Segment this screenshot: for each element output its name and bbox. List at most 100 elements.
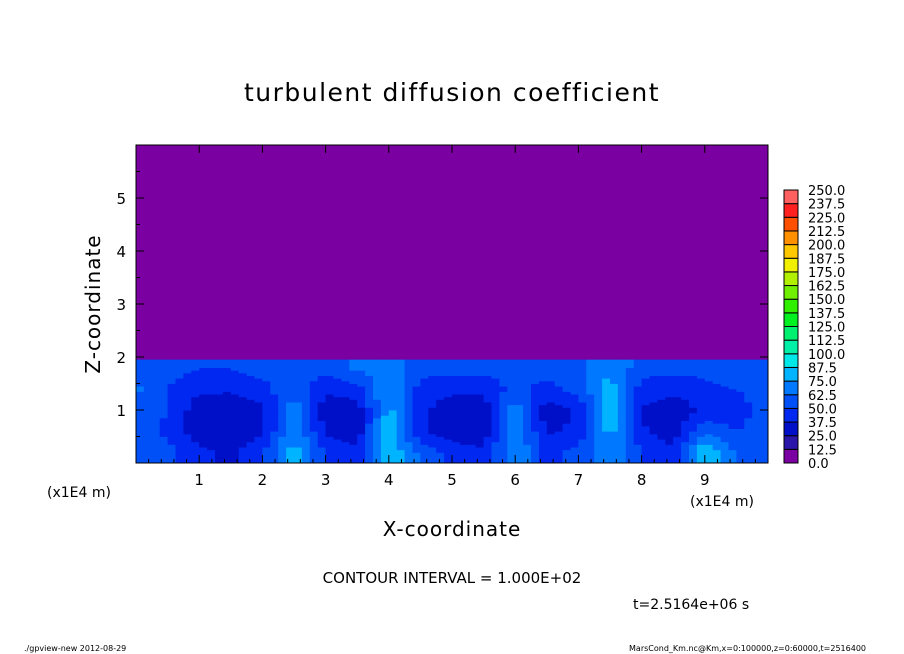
heatmap-cell — [491, 428, 500, 432]
heatmap-cell — [222, 431, 232, 435]
heatmap-cell — [159, 428, 168, 432]
heatmap-cell — [199, 383, 208, 387]
heatmap-cell — [570, 415, 579, 419]
heatmap-cell — [151, 362, 161, 366]
heatmap-cell — [752, 362, 761, 366]
heatmap-cell — [673, 460, 682, 464]
heatmap-cell — [649, 460, 658, 464]
heatmap-cell — [325, 412, 334, 416]
heatmap-cell — [207, 420, 216, 424]
heatmap-cell — [689, 359, 698, 363]
heatmap-cell — [388, 383, 398, 387]
heatmap-cell — [562, 439, 571, 443]
heatmap-cell — [341, 431, 350, 435]
heatmap-cell — [317, 449, 326, 453]
heatmap-cell — [349, 394, 358, 398]
heatmap-cell — [254, 372, 263, 376]
heatmap-cell — [704, 431, 714, 435]
heatmap-cell — [301, 383, 311, 387]
heatmap-cell — [270, 449, 279, 453]
heatmap-cell — [309, 452, 319, 456]
heatmap-cell — [673, 420, 682, 424]
heatmap-cell — [594, 410, 603, 414]
heatmap-cell — [270, 423, 279, 427]
heatmap-cell — [649, 410, 658, 414]
heatmap-cell — [325, 394, 334, 398]
heatmap-cell — [380, 410, 390, 414]
heatmap-cell — [720, 378, 729, 382]
heatmap-cell — [673, 431, 682, 435]
heatmap-cell — [207, 404, 216, 408]
heatmap-cell — [546, 364, 556, 368]
heatmap-cell — [207, 380, 216, 384]
heatmap-cell — [689, 428, 698, 432]
heatmap-cell — [452, 447, 461, 451]
heatmap-cell — [151, 428, 161, 432]
heatmap-cell — [349, 367, 358, 371]
heatmap-cell — [143, 417, 153, 421]
heatmap-cell — [586, 447, 595, 451]
heatmap-cell — [270, 407, 279, 411]
heatmap-cell — [420, 402, 429, 406]
heatmap-cell — [238, 441, 247, 445]
heatmap-cell — [483, 420, 492, 424]
heatmap-cell — [309, 370, 319, 374]
heatmap-cell — [143, 431, 153, 435]
heatmap-cell — [254, 444, 263, 448]
heatmap-cell — [365, 388, 374, 392]
heatmap-cell — [238, 364, 247, 368]
heatmap-cell — [744, 362, 753, 366]
heatmap-cell — [546, 457, 556, 461]
heatmap-cell — [207, 388, 216, 392]
heatmap-cell — [199, 364, 208, 368]
heatmap-cell — [617, 449, 627, 453]
heatmap-cell — [523, 372, 532, 376]
heatmap-cell — [610, 452, 619, 456]
heatmap-cell — [531, 372, 540, 376]
heatmap-cell — [341, 457, 350, 461]
heatmap-cell — [538, 372, 548, 376]
heatmap-cell — [467, 439, 477, 443]
heatmap-cell — [191, 380, 200, 384]
heatmap-cell — [380, 441, 390, 445]
heatmap-cell — [199, 447, 208, 451]
heatmap-cell — [712, 457, 721, 461]
heatmap-cell — [262, 407, 271, 411]
heatmap-cell — [752, 436, 761, 440]
heatmap-cell — [325, 433, 334, 437]
heatmap-cell — [428, 452, 437, 456]
heatmap-cell — [610, 367, 619, 371]
heatmap-cell — [475, 425, 484, 429]
heatmap-cell — [436, 423, 445, 427]
heatmap-cell — [262, 386, 271, 390]
heatmap-cell — [404, 441, 413, 445]
heatmap-cell — [373, 359, 382, 363]
heatmap-cell — [602, 439, 611, 443]
heatmap-cell — [444, 415, 453, 419]
heatmap-cell — [136, 457, 145, 461]
heatmap-cell — [183, 383, 192, 387]
heatmap-cell — [230, 372, 240, 376]
heatmap-cell — [538, 404, 548, 408]
heatmap-cell — [736, 423, 745, 427]
heatmap-cell — [199, 455, 208, 459]
heatmap-cell — [167, 441, 176, 445]
heatmap-cell — [254, 431, 263, 435]
heatmap-cell — [578, 367, 587, 371]
heatmap-cell — [475, 378, 484, 382]
heatmap-cell — [546, 441, 556, 445]
heatmap-cell — [420, 399, 429, 403]
heatmap-cell — [317, 372, 326, 376]
heatmap-cell — [728, 460, 737, 464]
heatmap-cell — [507, 375, 516, 379]
heatmap-cell — [736, 436, 745, 440]
heatmap-cell — [665, 410, 674, 414]
heatmap-cell — [712, 404, 721, 408]
heatmap-cell — [594, 399, 603, 403]
heatmap-cell — [444, 428, 453, 432]
heatmap-cell — [507, 383, 516, 387]
heatmap-cell — [428, 410, 437, 414]
heatmap-cell — [222, 372, 232, 376]
heatmap-cell — [578, 407, 587, 411]
heatmap-cell — [230, 391, 240, 395]
